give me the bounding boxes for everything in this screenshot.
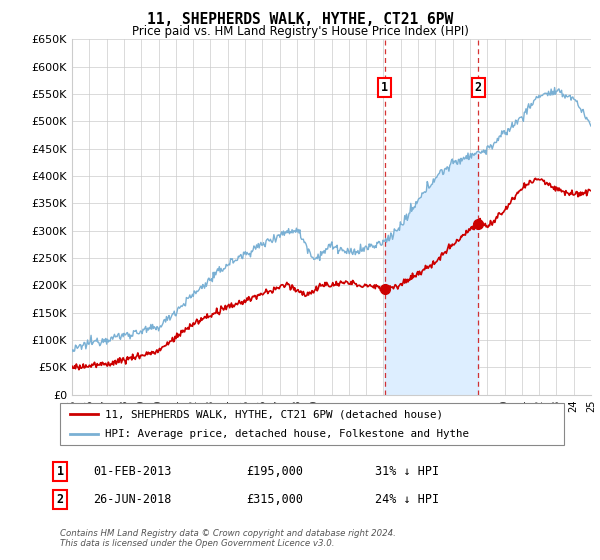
Text: Contains HM Land Registry data © Crown copyright and database right 2024.: Contains HM Land Registry data © Crown c… [60, 529, 396, 538]
Text: 01-FEB-2013: 01-FEB-2013 [93, 465, 172, 478]
Text: 2: 2 [475, 81, 482, 94]
Text: This data is licensed under the Open Government Licence v3.0.: This data is licensed under the Open Gov… [60, 539, 335, 548]
Text: 1: 1 [56, 465, 64, 478]
Text: £315,000: £315,000 [246, 493, 303, 506]
Text: 2: 2 [56, 493, 64, 506]
Text: Price paid vs. HM Land Registry's House Price Index (HPI): Price paid vs. HM Land Registry's House … [131, 25, 469, 38]
Text: 26-JUN-2018: 26-JUN-2018 [93, 493, 172, 506]
Text: 11, SHEPHERDS WALK, HYTHE, CT21 6PW (detached house): 11, SHEPHERDS WALK, HYTHE, CT21 6PW (det… [106, 409, 443, 419]
FancyBboxPatch shape [60, 403, 564, 445]
Text: 24% ↓ HPI: 24% ↓ HPI [375, 493, 439, 506]
Text: HPI: Average price, detached house, Folkestone and Hythe: HPI: Average price, detached house, Folk… [106, 429, 469, 438]
Text: 31% ↓ HPI: 31% ↓ HPI [375, 465, 439, 478]
Text: 1: 1 [381, 81, 388, 94]
Text: 11, SHEPHERDS WALK, HYTHE, CT21 6PW: 11, SHEPHERDS WALK, HYTHE, CT21 6PW [147, 12, 453, 27]
Text: £195,000: £195,000 [246, 465, 303, 478]
